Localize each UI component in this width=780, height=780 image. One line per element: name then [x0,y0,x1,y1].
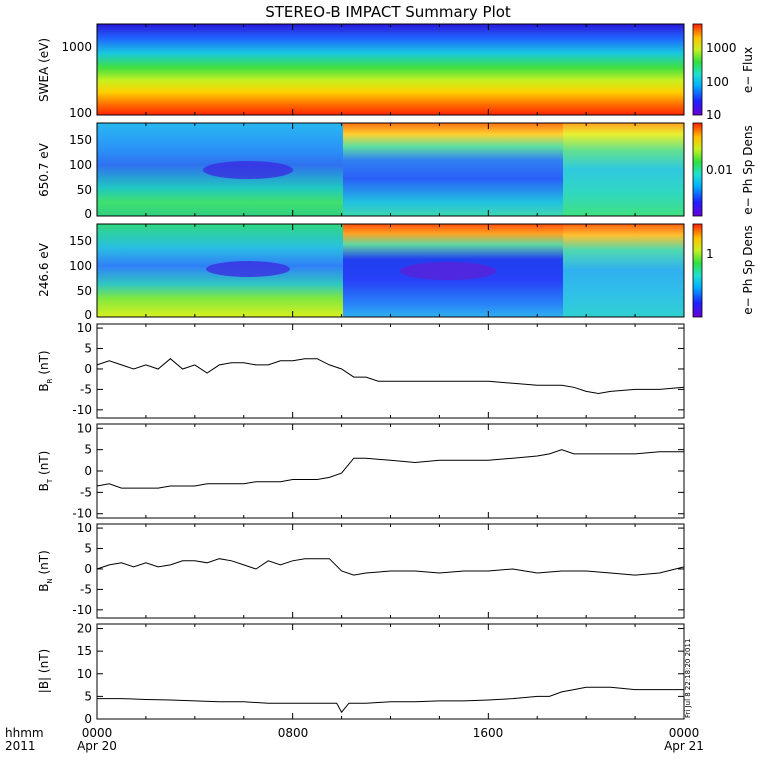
pad246-blob-2 [400,262,496,280]
year-label: 2011 [5,739,36,753]
swea-cbar-label: e− Flux [741,47,755,93]
pad650-ytick-150: 150 [69,133,92,147]
bn-ytick-label: 0 [84,562,92,576]
bt-frame [96,423,685,519]
bn-ylabel: BN (nT) [37,550,54,592]
br-ylabel: BR (nT) [37,350,54,391]
pad246-cbar-label: e− Ph Sp Dens [741,225,755,314]
bmag-series-line [97,686,684,714]
bt-ytick-label: 0 [84,464,92,478]
pad650-cbar-label: e− Ph Sp Dens [741,125,755,214]
pad246-ylabel: 246.6 eV [37,242,51,297]
date-stamp: Fri Jul 8 22:18:20 2011 [684,639,692,718]
bn-ytick-label: 10 [77,521,92,535]
pad650-blob [203,161,293,179]
pad246-ytick-100: 100 [69,259,92,273]
figure-title: STEREO-B IMPACT Summary Plot [265,3,511,21]
pad650-panel: 150 100 50 0 650.7 eV 0.01 e− Ph Sp Dens [37,122,755,221]
pad650-ytick-100: 100 [69,158,92,172]
swea-colorbar [692,23,703,116]
br-ytick-label: 0 [84,362,92,376]
pad650-ytick-50: 50 [77,183,92,197]
x-axis-ticks [96,24,685,719]
bmag-ytick-label: 15 [77,644,92,658]
bmag-frame [96,623,685,720]
x-tick-label-0000-end: 0000 [669,726,700,740]
br-frame [96,323,685,419]
br-ytick-label: 5 [84,342,92,356]
swea-spectrogram [97,24,684,115]
br-series-line [96,358,685,395]
bmag-ytick-label: 10 [77,667,92,681]
br-ytick-label: -10 [72,403,92,417]
swea-cbar-tick-10: 10 [706,108,721,122]
pad650-region-2 [343,123,563,216]
x-tick-label-0000-start: 0000 [82,726,113,740]
swea-panel: 1000 100 SWEA (eV) 1000 100 10 e− Flux [37,23,755,122]
bmag-ytick-label: 5 [84,689,92,703]
pad246-ytick-150: 150 [69,234,92,248]
swea-ytick-1000: 1000 [61,40,92,54]
hhmm-label: hhmm [5,726,44,740]
pad650-ylabel: 650.7 eV [37,142,51,197]
swea-cbar-tick-100: 100 [706,75,729,89]
bn-ytick-label: -10 [72,603,92,617]
bmag-panel: 20 15 10 5 0 |B| (nT) Fri Jul 8 22:18:20 201… [37,622,692,726]
bt-ytick-label: 10 [77,421,92,435]
swea-ylabel: SWEA (eV) [37,38,51,102]
pad650-ytick-0: 0 [84,207,92,221]
pad650-cbar-tick: 0.01 [706,163,733,177]
bt-series-line [96,449,684,489]
bt-ytick-label: -10 [72,507,92,521]
bmag-ylabel: |B| (nT) [37,649,51,693]
br-ytick-label: -5 [80,382,92,396]
bmag-ytick-label: 0 [84,712,92,726]
pad246-region-3 [563,224,684,317]
date-label-start: Apr 20 [77,739,117,753]
bt-panel: 10 5 0 -5 -10 BT (nT) [37,421,685,521]
pad650-colorbar [692,122,703,217]
br-ytick-label: 10 [77,321,92,335]
x-tick-label-0800: 0800 [278,726,309,740]
bn-series-line [96,558,685,576]
br-panel: 10 5 0 -5 -10 BR (nT) [37,321,685,419]
pad246-blob-1 [206,261,290,277]
pad246-ytick-50: 50 [77,284,92,298]
pad246-cbar-tick: 1 [706,247,714,261]
bn-ytick-label: -5 [80,582,92,596]
bn-panel: 10 5 0 -5 -10 BN (nT) [37,521,685,619]
pad246-ytick-0: 0 [84,308,92,322]
x-tick-label-1600: 1600 [473,726,504,740]
bmag-ytick-label: 20 [77,622,92,636]
swea-ytick-100: 100 [69,106,92,120]
pad246-panel: 150 100 50 0 246.6 eV 1 e− Ph Sp Dens [37,223,755,322]
swea-cbar-tick-1000: 1000 [706,41,737,55]
pad650-region-3 [563,123,684,216]
date-label-end: Apr 21 [664,739,704,753]
bt-ylabel: BT (nT) [37,451,54,492]
pad246-colorbar [692,223,703,318]
bn-ytick-label: 5 [84,542,92,556]
bt-ytick-label: 5 [84,443,92,457]
bt-ytick-label: -5 [80,485,92,499]
